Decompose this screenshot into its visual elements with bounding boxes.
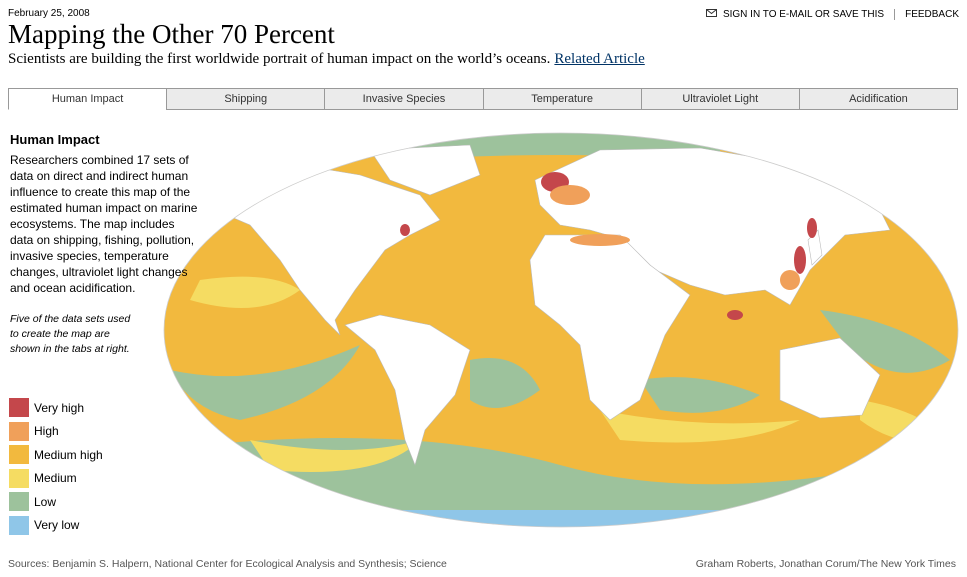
sources: Sources: Benjamin S. Halpern, National C… [8, 558, 447, 570]
legend-item: Medium [9, 467, 103, 491]
save-text: SIGN IN TO E-MAIL OR SAVE THIS [722, 9, 885, 20]
legend-item: High [9, 420, 103, 444]
title: Mapping the Other 70 Percent [8, 19, 335, 49]
legend-label: Very low [34, 518, 80, 533]
legend: Very high High Medium high Medium Low Very lo… [9, 396, 103, 537]
legend-item: Low [9, 490, 103, 514]
tab[interactable]: Human Impact [8, 88, 168, 110]
sidebar-body: Researchers combined 17 sets of data on … [10, 153, 198, 295]
tab[interactable]: Temperature [482, 88, 642, 110]
legend-swatch [9, 515, 29, 535]
tab[interactable]: Acidification [798, 88, 959, 110]
tab[interactable]: Ultraviolet Light [640, 88, 800, 110]
legend-label: High [34, 424, 59, 439]
tab[interactable]: Shipping [166, 88, 326, 110]
legend-swatch [9, 421, 29, 441]
world-map [163, 132, 959, 528]
legend-item: Very low [9, 514, 103, 538]
save-link[interactable]: SIGN IN TO E-MAIL OR SAVE THIS [696, 9, 894, 20]
actions: SIGN IN TO E-MAIL OR SAVE THIS FEEDBACK [696, 9, 959, 20]
legend-item: Medium high [9, 443, 103, 467]
legend-label: Medium [34, 471, 77, 486]
legend-swatch [9, 468, 29, 488]
subtitle: Scientists are building the first worldw… [8, 51, 551, 67]
mail-icon [705, 9, 717, 17]
subtitle-row: Scientists are building the first worldw… [8, 51, 645, 68]
tabs: Human Impact Shipping Invasive Species Temp… [8, 88, 959, 110]
sidebar-heading: Human Impact [10, 132, 100, 147]
legend-label: Very high [34, 400, 85, 415]
tab[interactable]: Invasive Species [324, 88, 484, 110]
legend-label: Medium high [34, 447, 103, 462]
legend-swatch [9, 398, 29, 418]
date: February 25, 2008 [8, 8, 90, 19]
sidebar-note: Five of the data sets used to create the… [10, 313, 131, 355]
related-link[interactable]: Related Article [554, 51, 645, 67]
legend-item: Very high [9, 396, 103, 420]
sidebar: Human Impact Researchers combined 17 set… [10, 132, 202, 357]
legend-label: Low [34, 494, 57, 509]
feedback-link[interactable]: FEEDBACK [894, 9, 959, 20]
credit: Graham Roberts, Jonathan Corum/The New Y… [695, 558, 956, 570]
legend-swatch [9, 445, 29, 465]
legend-swatch [9, 492, 29, 512]
